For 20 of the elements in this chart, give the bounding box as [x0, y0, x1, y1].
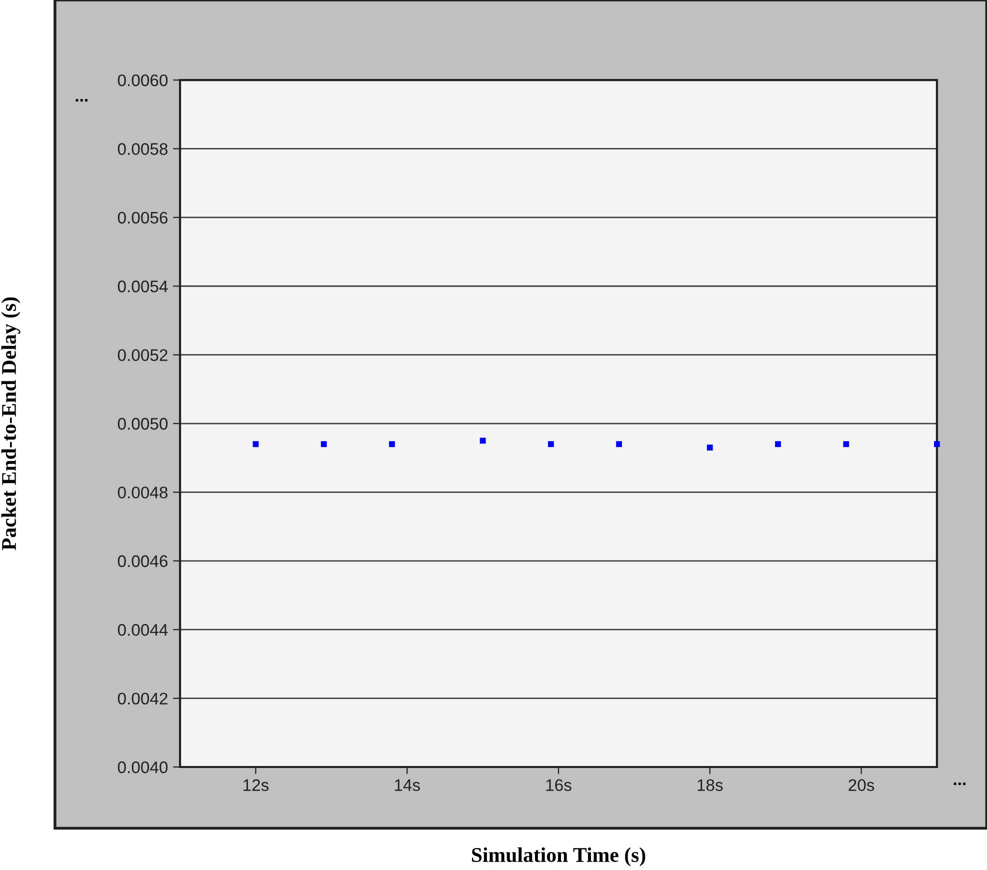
- y-tick-label: 0.0056: [118, 212, 168, 224]
- text: ...: [76, 99, 88, 102]
- y-tick-label: 0.0052: [118, 349, 168, 362]
- y-tick-label: 0.0054: [118, 280, 168, 292]
- x-tick-label: 14s: [394, 779, 420, 792]
- y-tick-label: 0.0044: [118, 624, 168, 636]
- x-tick-label: 20s: [848, 779, 874, 792]
- x-tick-label: 16s: [546, 779, 572, 792]
- x-tick-label: 18s: [698, 779, 723, 792]
- y-tick-label: 0.0048: [118, 486, 168, 498]
- text: ...: [954, 782, 966, 786]
- y-tick-label: 0.0042: [118, 692, 168, 704]
- y-tick-label: 0.0058: [118, 143, 168, 155]
- y-tick-label: 0.0040: [118, 761, 168, 774]
- y-axis-title: Packet End-to-End Delay (s): [1, 297, 20, 550]
- y-tick-label: 0.0046: [118, 555, 168, 568]
- y-tick-label: 0.0060: [118, 74, 168, 86]
- y-tick-label: 0.0050: [118, 418, 168, 430]
- x-tick-label: 12s: [244, 779, 269, 792]
- x-axis-title: Simulation Time (s): [472, 847, 646, 866]
